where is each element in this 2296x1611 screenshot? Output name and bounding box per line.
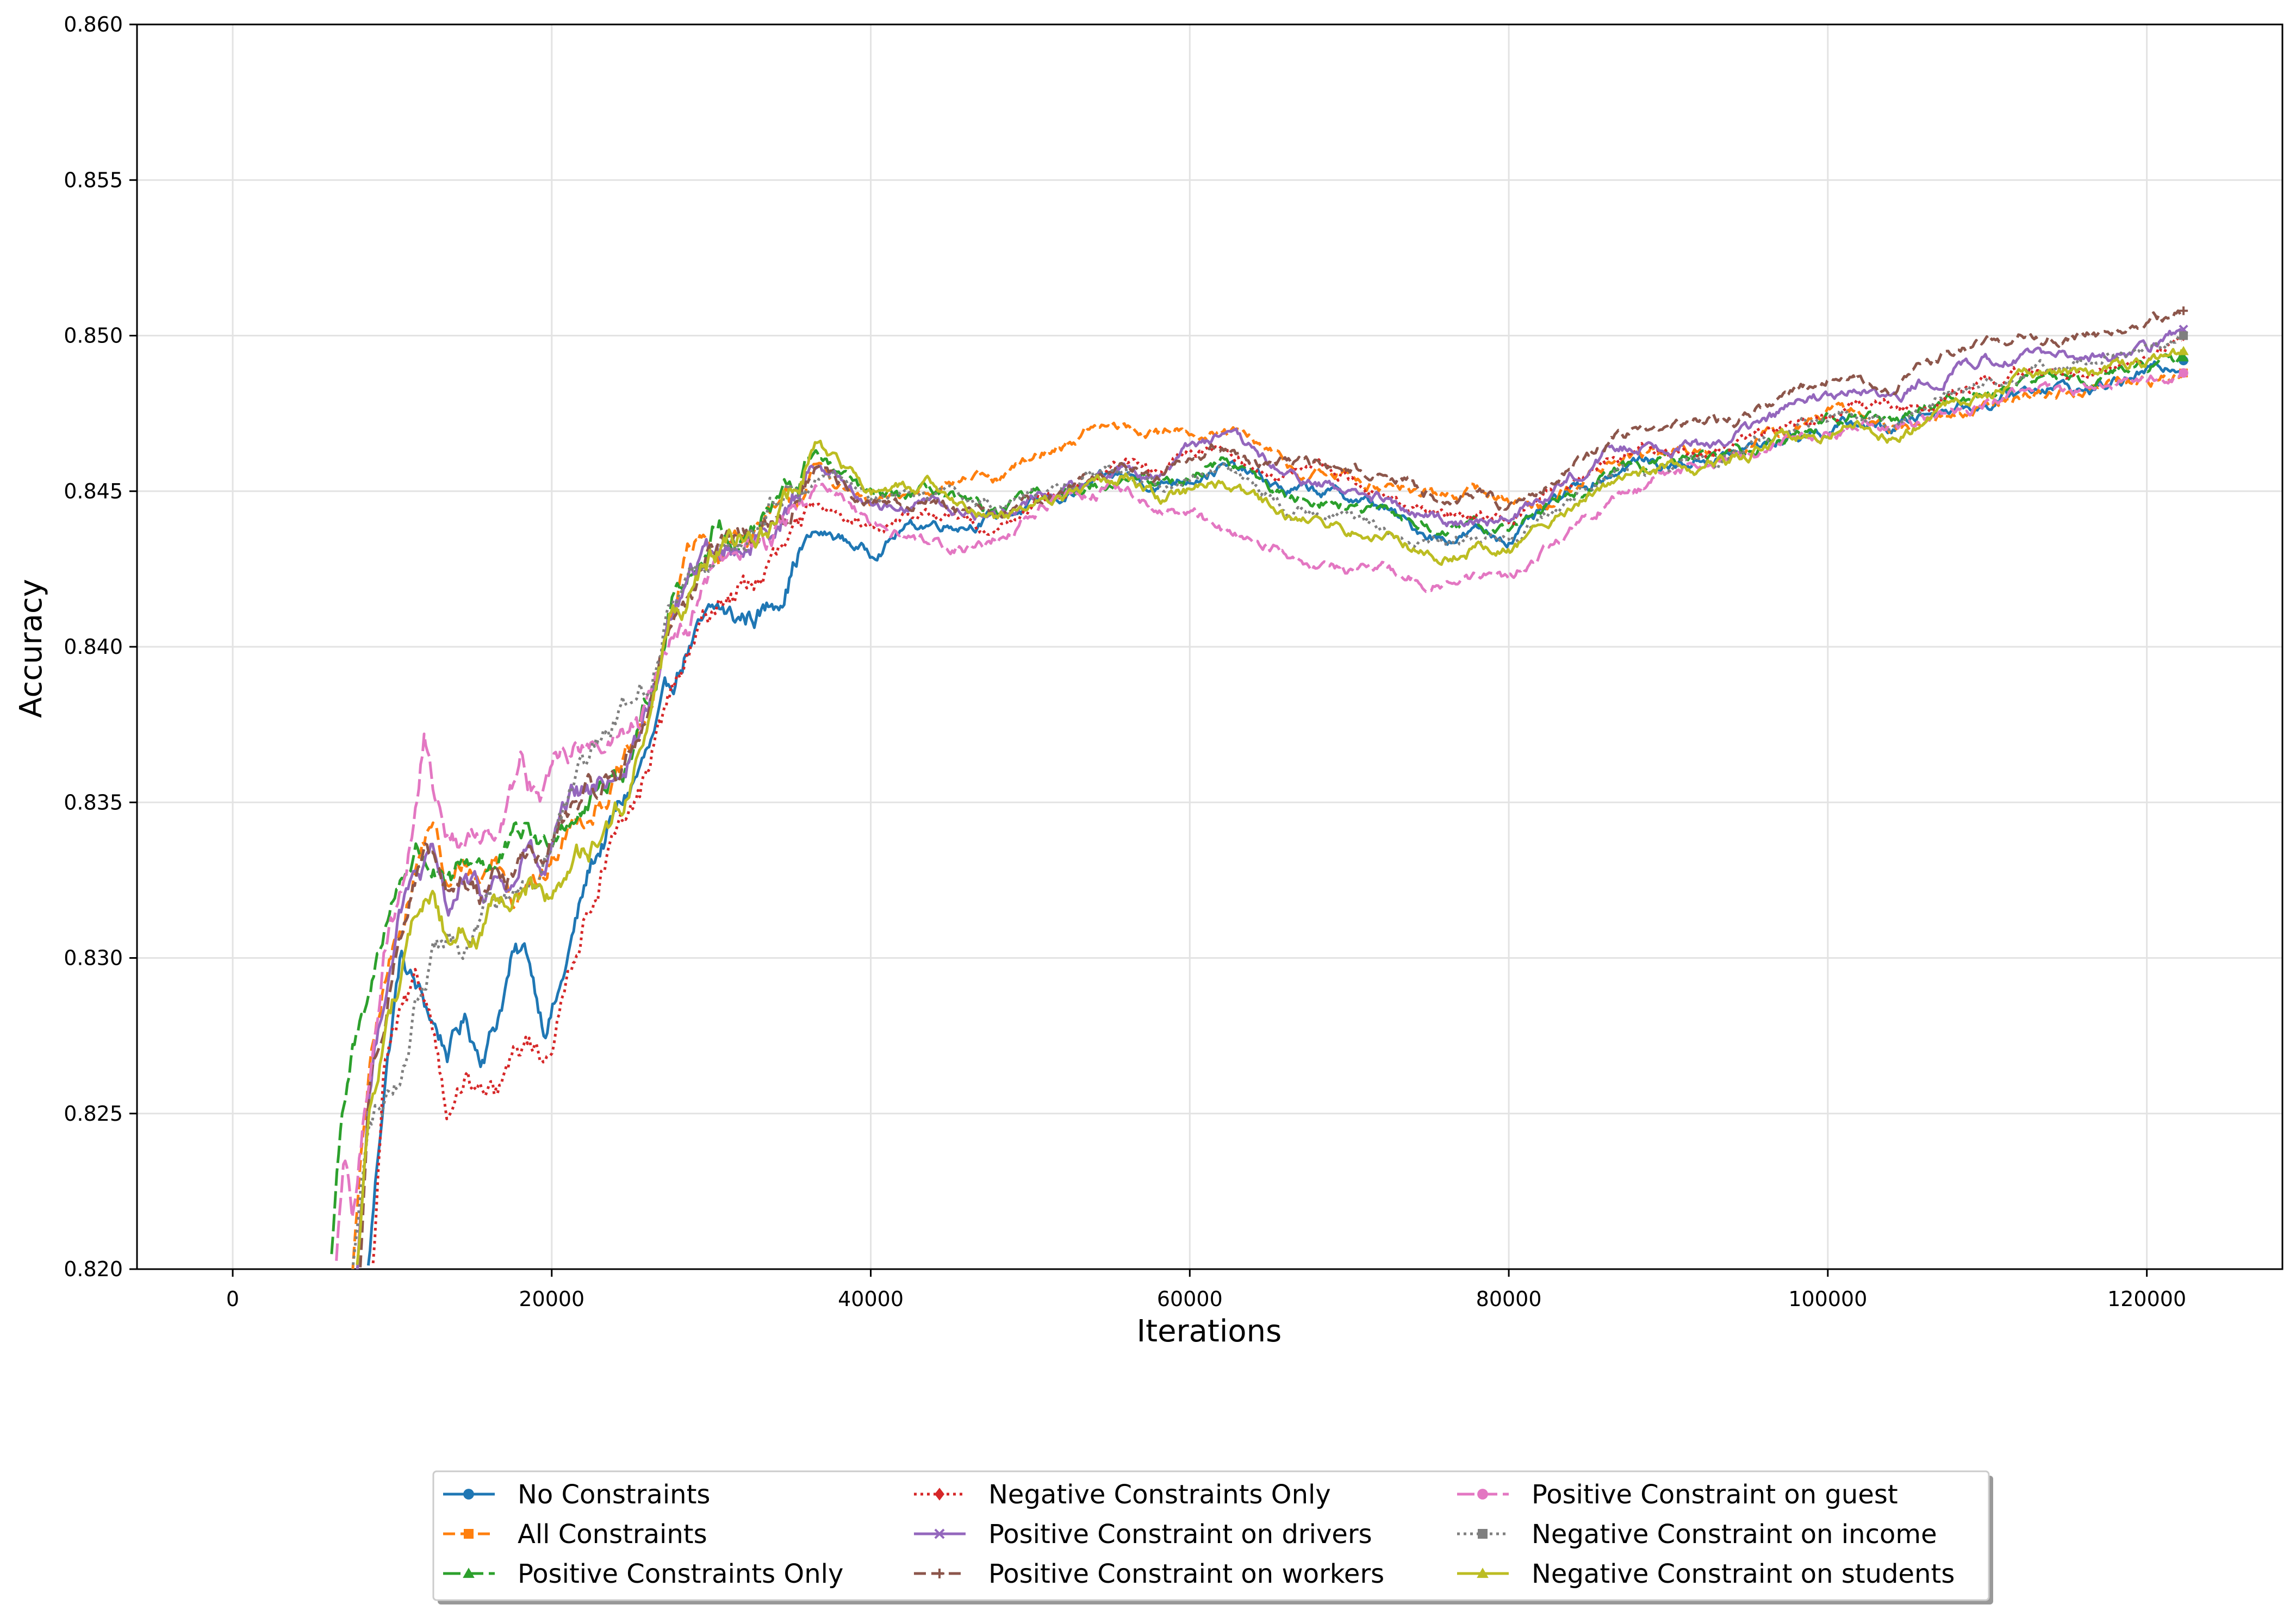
series-marker [935, 1488, 944, 1501]
x-tick-label: 100000 [1788, 1287, 1867, 1311]
series-marker [2179, 306, 2188, 315]
y-tick-label: 0.830 [64, 946, 123, 970]
series-marker [934, 1528, 945, 1539]
labels-layer: Iterations Accuracy [14, 579, 1281, 1349]
x-tick-label: 20000 [519, 1287, 584, 1311]
legend-item: Positive Constraints Only [443, 1559, 843, 1589]
legend-item: No Constraints [443, 1479, 710, 1510]
series-line [356, 348, 2183, 1265]
legend-label: All Constraints [518, 1519, 707, 1550]
x-tick-label: 40000 [838, 1287, 904, 1311]
y-tick-label: 0.835 [64, 790, 123, 814]
series-marker [2178, 352, 2189, 361]
legend-item: Positive Constraint on drivers [914, 1519, 1372, 1550]
legend-label: No Constraints [518, 1479, 710, 1510]
y-axis-label: Accuracy [14, 579, 49, 718]
legend-label: Positive Constraint on workers [988, 1559, 1384, 1589]
legend-label: Negative Constraint on income [1532, 1519, 1937, 1550]
legend-item: Positive Constraint on guest [1457, 1479, 1898, 1510]
series-marker [2179, 331, 2188, 340]
y-tick-label: 0.825 [64, 1102, 123, 1126]
legend-box [432, 1470, 1990, 1601]
y-tick-label: 0.845 [64, 479, 123, 503]
legend-label: Positive Constraints Only [518, 1559, 843, 1589]
series-line [335, 370, 2183, 1261]
y-tick-label: 0.840 [64, 635, 123, 659]
x-tick-label: 80000 [1476, 1287, 1542, 1311]
series-marker [2178, 346, 2189, 355]
legend: No Constraints All Constraints Positive Co… [432, 1470, 1993, 1604]
legend-item: All Constraints [443, 1519, 707, 1550]
series-marker [1477, 1489, 1488, 1500]
legend-label: Negative Constraints Only [988, 1479, 1331, 1510]
plot-frame [136, 23, 2283, 1270]
series-marker [1478, 1529, 1488, 1539]
axes-layer: 0 20000 40000 60000 80000 100000 120000 0.820 0.… [64, 13, 2283, 1311]
y-tick-label: 0.860 [64, 13, 123, 36]
x-tick-label: 0 [226, 1287, 239, 1311]
series-marker [1477, 1568, 1489, 1578]
legend-item: Negative Constraint on students [1457, 1559, 1955, 1589]
x-tick-label: 120000 [2107, 1287, 2186, 1311]
legend-item: Positive Constraint on workers [914, 1559, 1384, 1589]
y-tick-label: 0.850 [64, 324, 123, 348]
legend-item: Negative Constraint on income [1457, 1519, 1937, 1550]
grid-layer [137, 23, 2282, 1270]
series-marker [464, 1529, 474, 1539]
series-marker [463, 1568, 475, 1578]
series-marker [2179, 368, 2188, 378]
legend-label: Positive Constraint on guest [1532, 1479, 1898, 1510]
series-layer [330, 306, 2189, 1269]
series-line [351, 332, 2184, 1269]
series-marker [935, 1569, 944, 1578]
legend-item: Negative Constraints Only [914, 1479, 1331, 1510]
x-axis-label: Iterations [1137, 1314, 1282, 1349]
series-line [371, 336, 2183, 1264]
x-tick-label: 60000 [1157, 1287, 1223, 1311]
legend-label: Negative Constraint on students [1532, 1559, 1955, 1589]
series-marker [463, 1489, 474, 1500]
y-tick-label: 0.820 [64, 1257, 123, 1281]
y-tick-label: 0.855 [64, 168, 123, 192]
legend-label: Positive Constraint on drivers [988, 1519, 1372, 1550]
